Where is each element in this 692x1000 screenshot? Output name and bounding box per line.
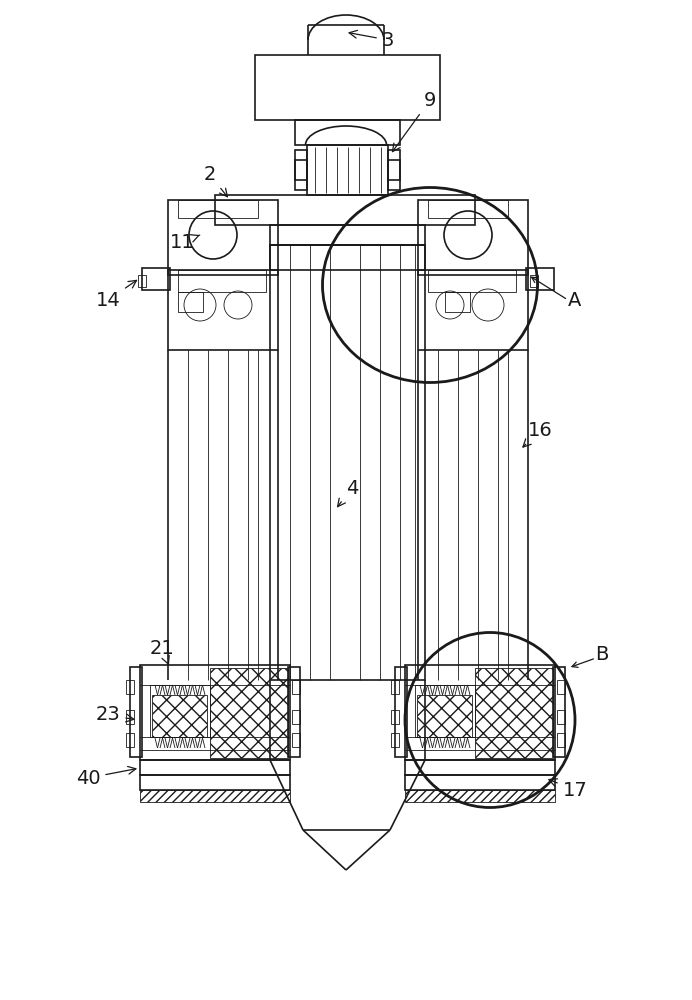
Text: 17: 17 <box>549 779 588 800</box>
Bar <box>418 270 528 350</box>
Bar <box>417 695 472 737</box>
Bar <box>126 680 134 694</box>
Bar <box>391 680 399 694</box>
Text: B: B <box>595 646 609 664</box>
Bar <box>418 200 528 275</box>
Bar <box>526 268 554 290</box>
Bar <box>270 245 425 680</box>
Text: 9: 9 <box>392 91 436 152</box>
Bar <box>405 790 555 802</box>
Text: 23: 23 <box>95 706 134 724</box>
Bar <box>178 200 258 218</box>
Bar <box>140 790 290 802</box>
Bar <box>530 275 538 287</box>
Bar <box>391 733 399 747</box>
Bar <box>475 668 553 758</box>
Bar <box>178 270 266 292</box>
Bar <box>210 668 288 758</box>
Bar <box>140 775 290 790</box>
Bar <box>391 710 399 724</box>
Bar <box>168 270 278 350</box>
Text: A: A <box>568 290 582 310</box>
Bar <box>292 733 300 747</box>
Bar <box>140 665 290 760</box>
Bar <box>557 733 565 747</box>
Bar <box>428 200 508 218</box>
Bar <box>152 695 207 737</box>
Bar <box>295 160 307 190</box>
Bar <box>126 733 134 747</box>
Bar <box>142 268 170 290</box>
Text: 4: 4 <box>338 479 358 507</box>
Bar <box>270 245 425 270</box>
Text: 14: 14 <box>95 280 136 310</box>
Text: 3: 3 <box>349 30 394 49</box>
Bar <box>445 292 470 312</box>
Text: 2: 2 <box>204 165 228 197</box>
Bar <box>405 665 555 760</box>
Bar <box>405 760 555 775</box>
Bar <box>388 160 400 190</box>
Bar <box>150 685 210 737</box>
Bar <box>428 270 516 292</box>
Text: 40: 40 <box>75 766 136 788</box>
Bar <box>215 195 475 225</box>
Bar <box>255 55 440 120</box>
Bar <box>295 120 400 145</box>
Bar <box>168 200 278 275</box>
Bar <box>415 685 475 737</box>
Bar <box>292 710 300 724</box>
Bar <box>178 292 203 312</box>
Text: 16: 16 <box>523 420 552 447</box>
Bar <box>307 145 388 195</box>
Text: 11: 11 <box>170 232 200 251</box>
Bar <box>557 710 565 724</box>
Bar <box>288 667 300 757</box>
Bar <box>295 150 307 180</box>
Bar <box>405 775 555 790</box>
Text: 21: 21 <box>149 639 174 664</box>
Bar <box>388 150 400 180</box>
Bar <box>557 680 565 694</box>
Bar <box>130 667 142 757</box>
Bar <box>126 710 134 724</box>
Bar <box>138 275 146 287</box>
Bar <box>395 667 407 757</box>
Bar <box>140 760 290 775</box>
Bar <box>553 667 565 757</box>
Bar <box>270 225 425 245</box>
Bar <box>292 680 300 694</box>
